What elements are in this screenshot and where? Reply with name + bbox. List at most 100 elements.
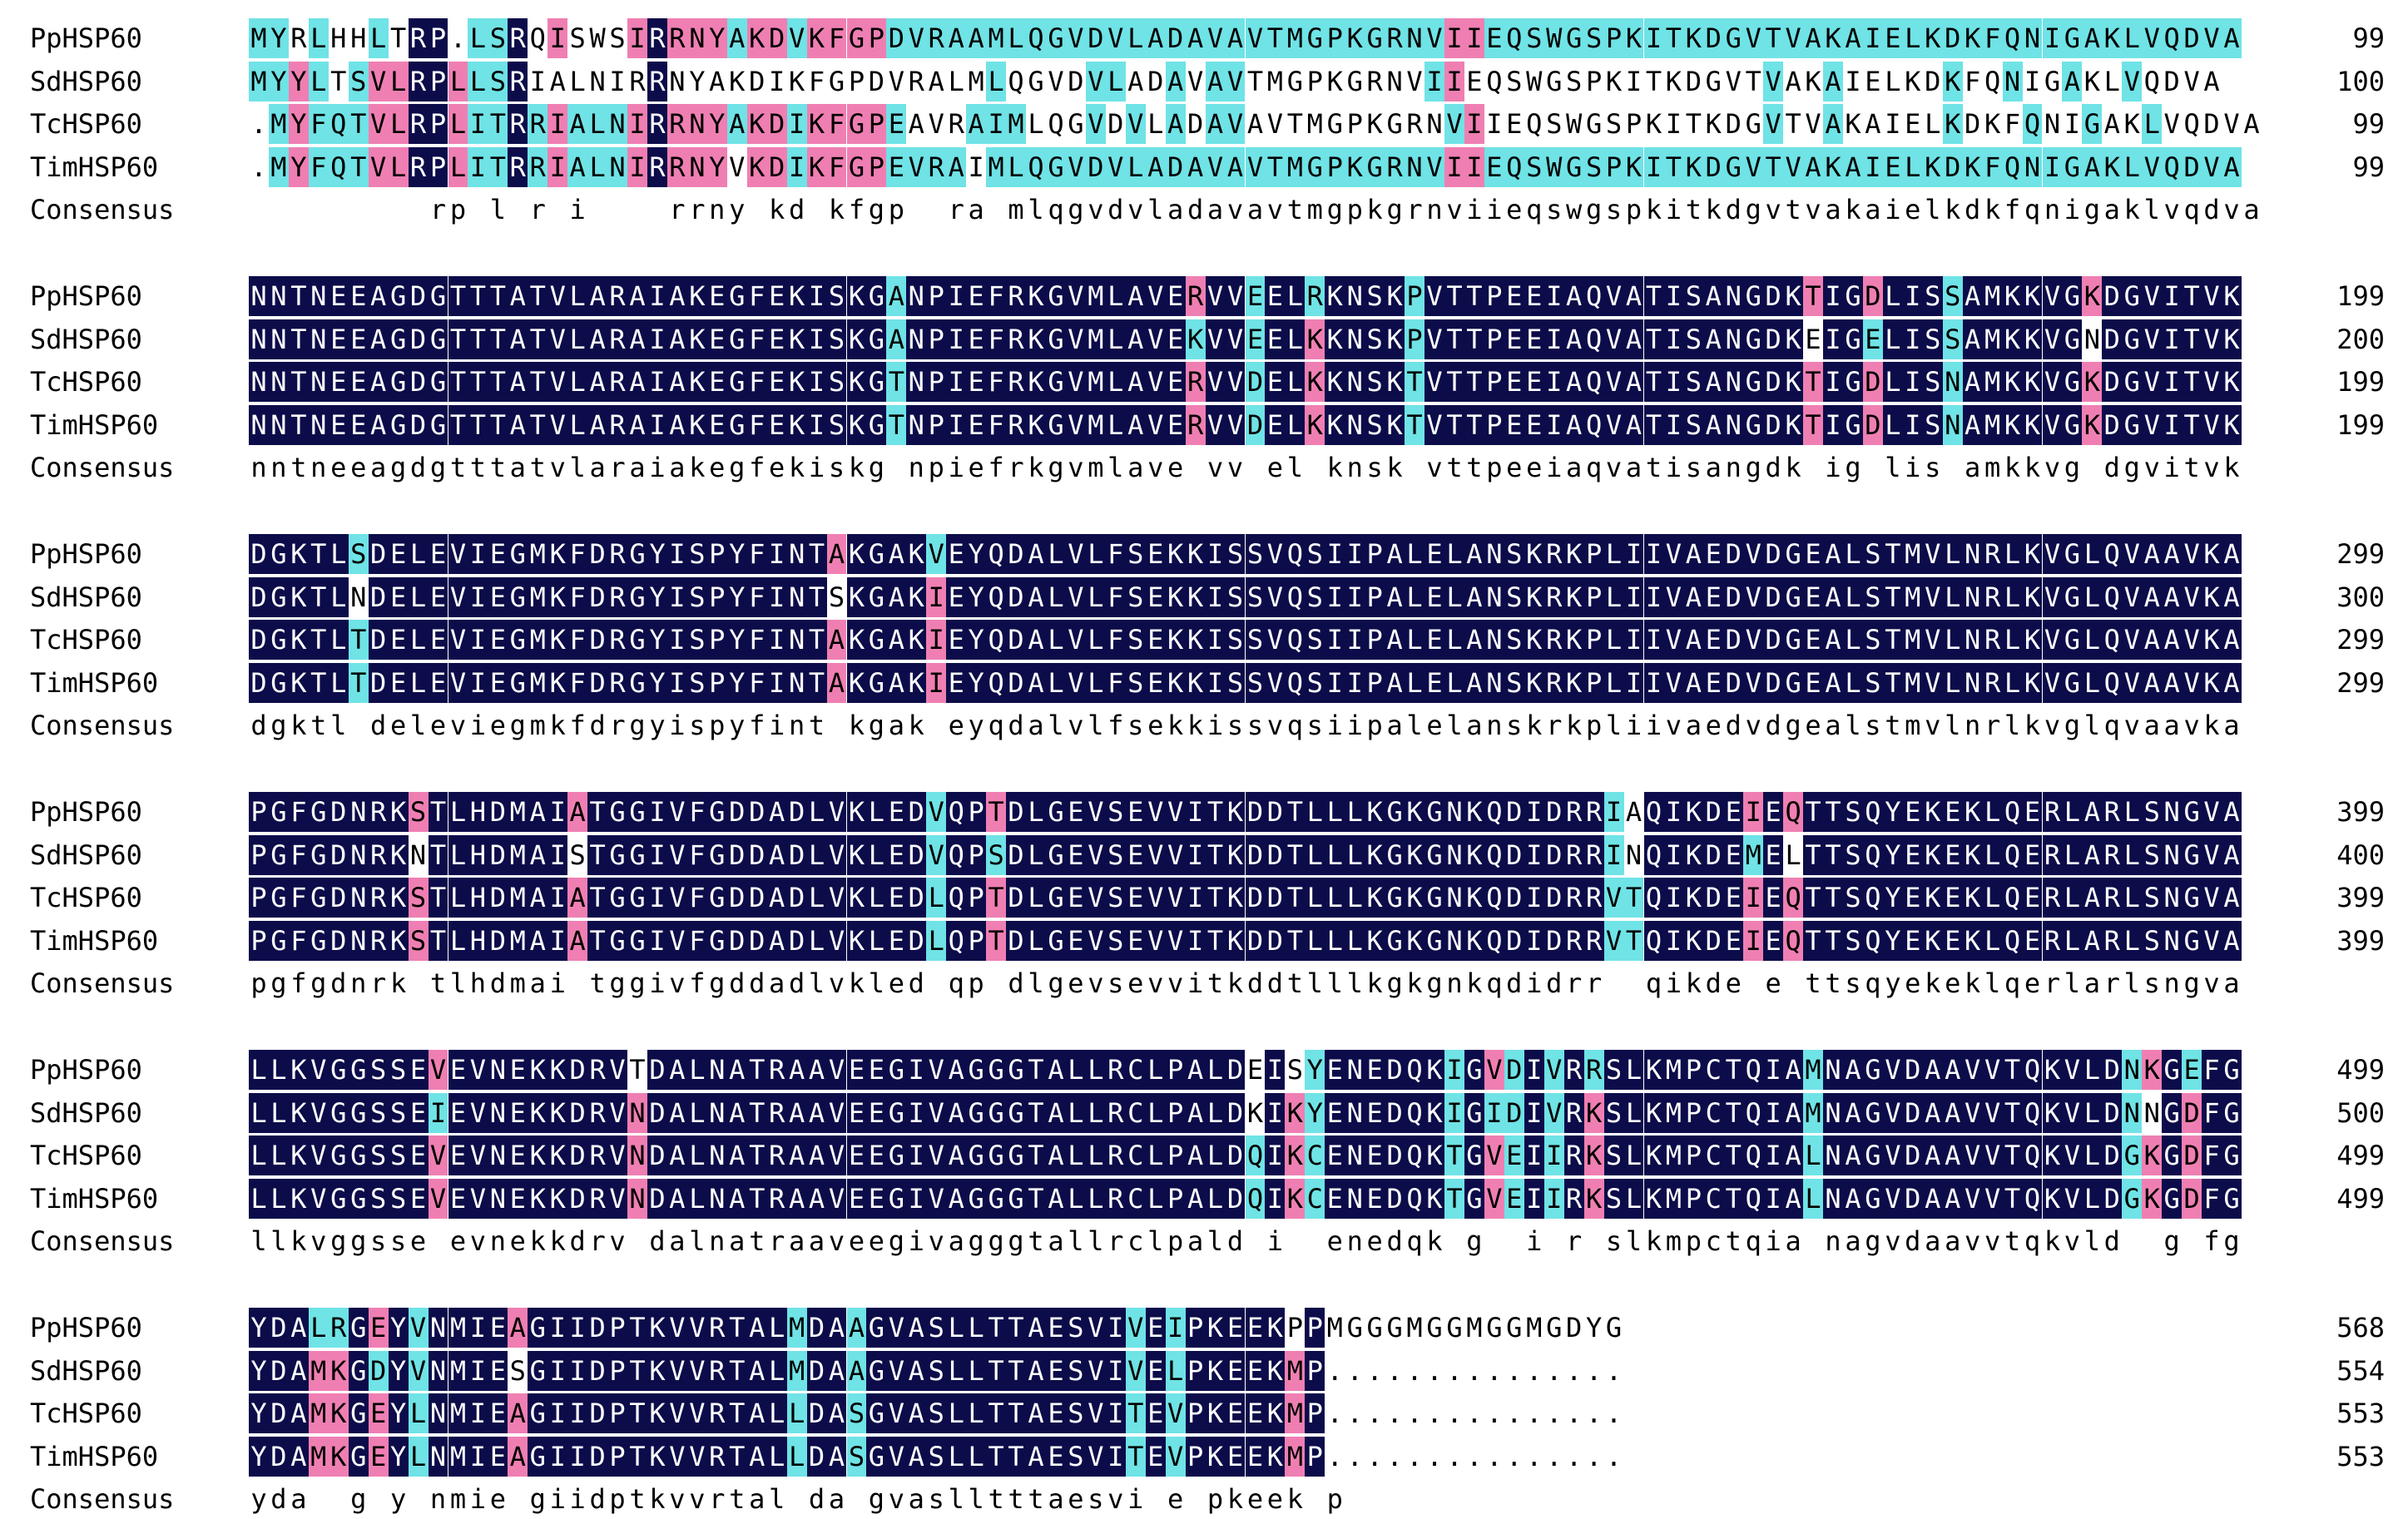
residue bbox=[349, 705, 369, 745]
residue: N bbox=[1962, 620, 1983, 660]
residue: C bbox=[1703, 1178, 1724, 1219]
residue: E bbox=[706, 319, 727, 359]
residue: g bbox=[1008, 1225, 1024, 1257]
residue: P bbox=[1306, 65, 1323, 97]
residue: . bbox=[1546, 1440, 1563, 1472]
residue: v bbox=[1426, 452, 1443, 483]
residue: E bbox=[1365, 1136, 1385, 1175]
residue: P bbox=[1484, 319, 1504, 359]
residue: M bbox=[1285, 1350, 1306, 1391]
residue: a bbox=[1685, 710, 1702, 741]
residue: V bbox=[1205, 404, 1226, 445]
residue: Q bbox=[1026, 146, 1046, 187]
residue: H bbox=[468, 792, 488, 832]
residue: V bbox=[1085, 1436, 1106, 1477]
residue: T bbox=[1663, 18, 1684, 58]
residue: l bbox=[270, 1225, 287, 1257]
residue: E bbox=[866, 1050, 887, 1090]
residue: R bbox=[1105, 1178, 1126, 1219]
residue: W bbox=[589, 22, 606, 54]
residue: e bbox=[1526, 452, 1543, 483]
residue: E bbox=[428, 662, 448, 703]
residue: V bbox=[2223, 108, 2240, 140]
residue: P bbox=[1305, 1436, 1325, 1477]
residue: L bbox=[1623, 1178, 1644, 1219]
residue: L bbox=[1125, 18, 1146, 58]
residue: A bbox=[508, 362, 528, 402]
residue: K bbox=[547, 1178, 568, 1219]
residue: i bbox=[649, 967, 666, 999]
residue: e bbox=[1705, 710, 1722, 741]
residue: D bbox=[1965, 108, 1981, 140]
residue: A bbox=[627, 362, 647, 402]
residue bbox=[986, 190, 1006, 230]
residue: a bbox=[2223, 710, 2240, 741]
residue: e bbox=[1266, 1483, 1284, 1515]
residue: v bbox=[1765, 194, 1781, 225]
residue: V bbox=[2202, 146, 2222, 187]
residue: G bbox=[1006, 1050, 1027, 1090]
residue: i bbox=[2163, 452, 2180, 483]
residue: I bbox=[946, 404, 967, 445]
residue bbox=[1246, 1221, 1266, 1261]
residue: Q bbox=[2162, 146, 2183, 187]
residue: G bbox=[1046, 404, 1066, 445]
residue: L bbox=[268, 1178, 289, 1219]
residue: G bbox=[886, 1178, 907, 1219]
residue: R bbox=[1406, 108, 1423, 140]
residue: K bbox=[288, 1178, 309, 1219]
residue: L bbox=[1046, 620, 1066, 660]
residue: I bbox=[946, 319, 967, 359]
residue: E bbox=[428, 534, 448, 574]
residue: L bbox=[1982, 920, 2003, 961]
residue: L bbox=[448, 920, 468, 961]
residue: G bbox=[268, 576, 289, 617]
residue: L bbox=[1803, 1178, 1824, 1219]
residue: V bbox=[926, 792, 947, 832]
residue: D bbox=[249, 620, 269, 660]
residue: k bbox=[1965, 967, 1981, 999]
residue: V bbox=[468, 1050, 488, 1090]
residue: d bbox=[649, 1225, 666, 1257]
residue: i bbox=[1665, 967, 1682, 999]
residue: I bbox=[1543, 319, 1564, 359]
residue: M bbox=[1406, 1312, 1423, 1343]
residue: E bbox=[1524, 276, 1544, 316]
residue: V bbox=[1743, 534, 1764, 574]
residue: A bbox=[1823, 61, 1843, 101]
residue: W bbox=[1543, 18, 1564, 58]
residue: E bbox=[886, 834, 907, 875]
residue: A bbox=[288, 1436, 309, 1477]
residue: I bbox=[547, 920, 568, 961]
residue: E bbox=[1245, 1436, 1266, 1477]
residue: e bbox=[449, 1225, 467, 1257]
residue: I bbox=[1543, 362, 1564, 402]
residue: G bbox=[2122, 1136, 2143, 1175]
residue: A bbox=[1703, 319, 1724, 359]
residue: I bbox=[926, 576, 947, 617]
residue: l bbox=[1206, 1225, 1224, 1257]
residue: K bbox=[846, 276, 867, 316]
residue: R bbox=[368, 920, 389, 961]
residue: L bbox=[1026, 878, 1046, 918]
residue: i bbox=[1885, 194, 1901, 225]
residue: D bbox=[906, 920, 927, 961]
residue: L bbox=[1085, 1178, 1106, 1219]
residue: V bbox=[428, 1050, 448, 1090]
residue: s bbox=[370, 1225, 387, 1257]
residue: E bbox=[1803, 576, 1824, 617]
residue: e bbox=[429, 710, 447, 741]
sequence-row: TimHSP60 P G F G D N R K S T L H D M A I A T G G I V F G D D A D L V K L… bbox=[0, 920, 2408, 961]
residue: v bbox=[1745, 710, 1761, 741]
residue: l bbox=[2083, 1225, 2100, 1257]
residue: v bbox=[1068, 452, 1084, 483]
residue: A bbox=[1125, 362, 1146, 402]
residue: D bbox=[408, 362, 429, 402]
residue: K bbox=[806, 146, 827, 187]
residue: l bbox=[1306, 967, 1323, 999]
residue: K bbox=[1424, 1136, 1444, 1175]
residue: D bbox=[1504, 920, 1524, 961]
residue: G bbox=[1563, 146, 1584, 187]
residue: A bbox=[1843, 1092, 1863, 1133]
